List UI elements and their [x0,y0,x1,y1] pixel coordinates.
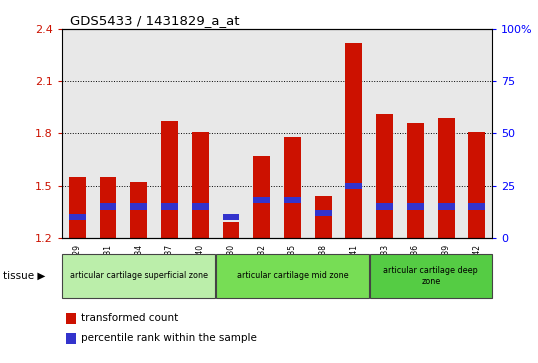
Bar [123,29,154,238]
Bar [100,203,116,209]
Bar [216,29,246,238]
Bar [161,121,178,238]
Text: GDS5433 / 1431829_a_at: GDS5433 / 1431829_a_at [70,15,239,28]
Bar [345,183,363,189]
Text: percentile rank within the sample: percentile rank within the sample [81,333,257,343]
Bar [284,197,301,203]
Bar [93,29,123,238]
Bar [192,203,209,209]
Bar [62,29,93,238]
Bar [69,214,86,220]
Bar [338,29,369,238]
FancyBboxPatch shape [370,254,492,298]
Bar [469,203,485,209]
Bar [315,196,331,238]
Bar [185,29,216,238]
Bar [376,203,393,209]
Bar [154,29,185,238]
Bar [130,203,147,209]
Text: transformed count: transformed count [81,313,179,323]
Bar [246,29,277,238]
Bar [431,29,462,238]
Bar [438,203,455,209]
Bar [284,137,301,238]
Bar [130,182,147,238]
Bar [438,118,455,238]
Bar [223,222,239,238]
Text: articular cartilage superficial zone: articular cartilage superficial zone [70,272,208,280]
Bar [66,313,76,324]
Text: articular cartilage deep
zone: articular cartilage deep zone [384,266,478,286]
Bar [253,156,270,238]
Text: tissue ▶: tissue ▶ [3,271,45,281]
Bar [100,177,116,238]
Bar [376,114,393,238]
Bar [407,123,424,238]
Bar [407,203,424,209]
Bar [369,29,400,238]
Bar [69,177,86,238]
Bar [66,333,76,344]
FancyBboxPatch shape [62,254,215,298]
Bar [192,132,209,238]
FancyBboxPatch shape [216,254,369,298]
Bar [462,29,492,238]
Bar [469,132,485,238]
Bar [400,29,431,238]
Bar [253,197,270,203]
Bar [345,43,363,238]
Bar [277,29,308,238]
Bar [315,210,331,216]
Text: articular cartilage mid zone: articular cartilage mid zone [237,272,348,280]
Bar [161,203,178,209]
Bar [223,214,239,220]
Bar [308,29,338,238]
